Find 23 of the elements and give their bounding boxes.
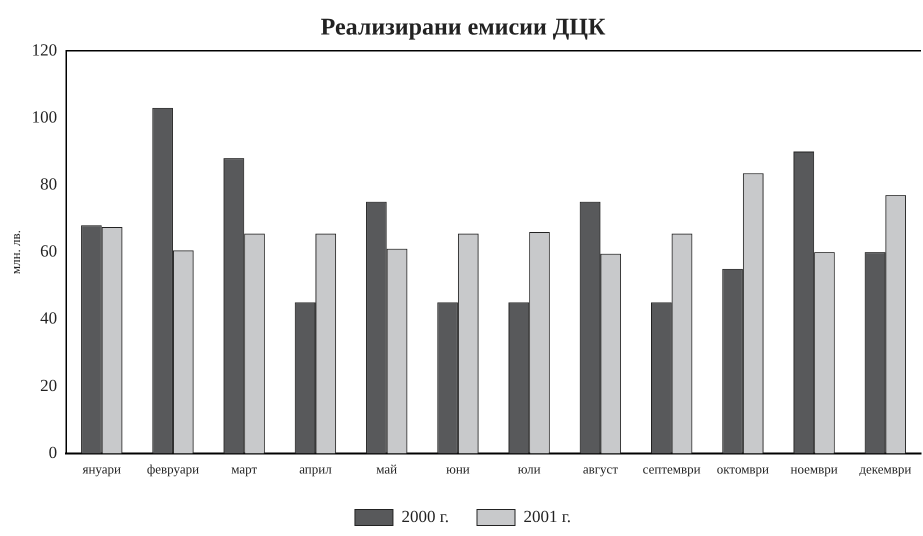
y-tick-label: 100 bbox=[32, 107, 58, 126]
x-tick-label: януари bbox=[82, 462, 122, 477]
x-tick-label: септември bbox=[642, 462, 701, 477]
legend-label: 2001 г. bbox=[524, 506, 572, 526]
y-tick-label: 20 bbox=[40, 376, 58, 395]
x-tick-label: април bbox=[299, 462, 332, 477]
y-axis-title: млн. лв. bbox=[8, 230, 24, 274]
x-tick-label: декември bbox=[859, 462, 912, 477]
y-tick-label: 40 bbox=[40, 308, 58, 328]
y-tick-label: 60 bbox=[40, 242, 58, 261]
x-tick-label: август bbox=[582, 462, 618, 477]
x-tick-label: ноември bbox=[790, 462, 838, 477]
x-tick-label: октомври bbox=[716, 462, 770, 477]
x-tick-label: юли bbox=[518, 462, 541, 477]
y-tick-label: 80 bbox=[40, 174, 58, 194]
legend-label: 2000 г. bbox=[401, 506, 450, 526]
x-tick-label: май bbox=[376, 462, 398, 477]
x-tick-label: март bbox=[231, 462, 258, 477]
y-tick-label: 120 bbox=[32, 40, 58, 60]
chart-title: Реализирани емисии ДЦК bbox=[320, 14, 606, 41]
y-tick-label: 0 bbox=[48, 442, 58, 462]
x-tick-label: юни bbox=[446, 462, 470, 477]
x-tick-label: февруари bbox=[146, 462, 200, 477]
